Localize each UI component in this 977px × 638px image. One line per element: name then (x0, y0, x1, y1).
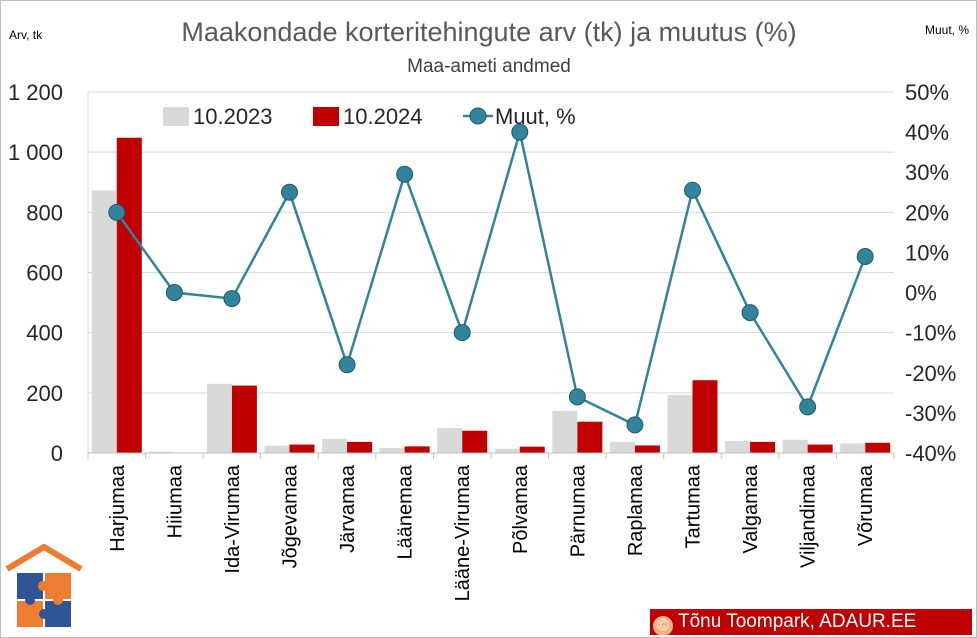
bar-series (91, 137, 891, 453)
bar-10-2023 (725, 440, 751, 453)
change-point (223, 290, 241, 308)
bar-10-2024 (231, 385, 257, 453)
right-axis-tick-label: -10% (905, 321, 956, 346)
change-point (741, 304, 759, 322)
bar-10-2023 (149, 451, 175, 453)
left-axis-tick-label: 1 200 (8, 80, 63, 105)
right-axis-tick-label: -30% (905, 401, 956, 426)
change-point (856, 247, 874, 265)
category-label: Võrumaa (855, 464, 877, 546)
category-label: Järvamaa (337, 464, 359, 553)
category-label: Pärnumaa (567, 464, 589, 557)
bar-10-2023 (264, 445, 290, 453)
left-axis-tick-label: 400 (26, 321, 63, 346)
left-axis-tick-label: 1 000 (8, 140, 63, 165)
bar-10-2023 (782, 439, 808, 453)
left-axis-tick-label: 600 (26, 261, 63, 286)
bar-10-2023 (840, 443, 866, 453)
credit-text: Tõnu Toompark, ADAUR.EE (678, 611, 917, 632)
bar-10-2024 (692, 380, 718, 453)
legend-label: 10.2023 (193, 104, 273, 129)
legend-marker (469, 107, 487, 125)
bar-10-2023 (667, 394, 693, 453)
right-axis-unit-label: Muut, % (925, 23, 969, 37)
bar-10-2024 (116, 137, 142, 453)
bar-10-2023 (437, 428, 463, 453)
bar-10-2024 (807, 444, 833, 453)
bar-10-2024 (865, 442, 891, 453)
bar-10-2023 (609, 441, 635, 453)
category-label: Valgamaa (740, 464, 762, 553)
change-point (396, 165, 414, 183)
category-label: Harjumaa (107, 464, 129, 552)
change-point (281, 183, 298, 201)
right-axis-tick-label: 0% (905, 281, 937, 306)
right-axis-tick-label: 30% (905, 160, 949, 185)
legend-label: Muut, % (495, 104, 576, 129)
bar-10-2023 (494, 448, 520, 453)
bar-10-2024 (519, 446, 545, 453)
category-label: Lääne-Virumaa (452, 464, 474, 601)
bar-10-2023 (91, 190, 117, 453)
change-point (568, 388, 586, 406)
left-axis-tick-label: 200 (26, 381, 63, 406)
left-axis-tick-label: 0 (51, 441, 63, 466)
right-axis-tick-label: 40% (905, 120, 949, 145)
house-puzzle-logo (5, 544, 83, 627)
bar-10-2023 (379, 447, 405, 453)
left-axis-unit-label: Arv, tk (9, 28, 43, 42)
copyright-icon: © (653, 616, 673, 635)
change-point (684, 181, 701, 199)
change-line-series (108, 123, 874, 434)
bar-10-2024 (750, 441, 776, 453)
legend: 10.2023 10.2024 Muut, % (163, 104, 576, 129)
category-label: Jõgevamaa (280, 464, 302, 568)
bar-10-2023 (206, 383, 232, 453)
bar-10-2024 (404, 446, 430, 453)
category-label: Hiiumaa (164, 464, 186, 538)
change-point (626, 416, 644, 434)
category-label: Raplamaa (625, 464, 647, 556)
right-axis-tick-label: -20% (905, 361, 956, 386)
legend-swatch-10-2023 (163, 107, 189, 126)
change-point (338, 356, 356, 374)
right-axis-tick-label: 10% (905, 240, 949, 265)
chart-title: Maakondade korteritehingute arv (tk) ja … (181, 17, 796, 47)
right-axis-tick-label: -40% (905, 441, 956, 466)
credit-badge: © Tõnu Toompark, ADAUR.EE (650, 609, 972, 635)
change-point (511, 123, 529, 141)
right-axis-tick-label: 50% (905, 80, 949, 105)
change-point (108, 203, 126, 221)
category-label: Ida-Virumaa (222, 464, 244, 573)
chart-subtitle: Maa-ameti andmed (407, 56, 571, 77)
legend-swatch-10-2024 (313, 107, 339, 126)
category-label: Läänemaa (395, 464, 417, 559)
change-line (115, 131, 867, 427)
bar-10-2024 (289, 444, 315, 453)
bar-10-2023 (552, 410, 578, 453)
change-point (165, 284, 183, 302)
bar-10-2023 (322, 438, 348, 453)
legend-label: 10.2024 (343, 104, 423, 129)
left-axis-tick-label: 800 (26, 200, 63, 225)
bar-10-2024 (634, 445, 660, 453)
change-point (799, 398, 817, 416)
bar-10-2024 (462, 430, 488, 453)
bar-10-2024 (347, 441, 373, 453)
axes: 0 200 400 600 800 1 000 1 200 -40% -30% -20% -10% 0… (8, 80, 956, 601)
category-label: Viljandimaa (798, 464, 820, 568)
bar-10-2024 (577, 421, 603, 453)
category-label: Tartumaa (683, 464, 705, 548)
category-label: Põlvamaa (510, 464, 532, 554)
change-point (453, 324, 471, 342)
right-axis-tick-label: 20% (905, 200, 949, 225)
